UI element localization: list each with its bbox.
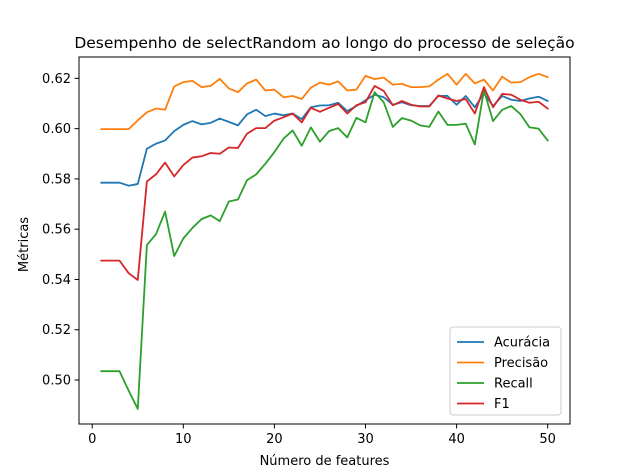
legend-label-acuracia: Acurácia [494,336,550,351]
plot-frame [78,56,571,425]
series-layer [100,72,549,410]
x-tick-label: 10 [175,432,192,447]
x-tick-label: 20 [266,432,283,447]
legend-box [449,326,562,416]
x-tick-label: 40 [448,432,465,447]
y-tick-label: 0.60 [42,122,71,137]
y-tick-label: 0.58 [42,172,71,187]
series-line-precisao [100,72,549,131]
legend: Acurácia Precisão Recall F1 [449,326,562,416]
x-tick-label: 50 [539,432,556,447]
x-tick-label: 0 [88,432,96,447]
legend-label-f1: F1 [494,397,510,412]
y-tick-label: 0.56 [42,223,71,238]
series-line-f1 [100,85,549,281]
y-axis-title: Métricas [17,217,32,272]
x-axis-title: Número de features [260,454,390,469]
chart-title: Desempenho de selectRandom ao longo do p… [74,34,574,52]
x-tick-label: 30 [357,432,374,447]
y-tick-label: 0.54 [42,273,71,288]
legend-label-recall: Recall [494,377,533,392]
series-line-acuracia [100,92,549,187]
x-axis: 0 10 20 30 40 50 [88,424,556,447]
y-tick-label: 0.62 [42,72,71,87]
series-line-recall [100,89,549,410]
y-tick-label: 0.50 [42,374,71,389]
y-tick-label: 0.52 [42,323,71,338]
y-axis: 0.50 0.52 0.54 0.56 0.58 0.60 0.62 [42,72,79,389]
legend-label-precisao: Precisão [494,356,548,371]
